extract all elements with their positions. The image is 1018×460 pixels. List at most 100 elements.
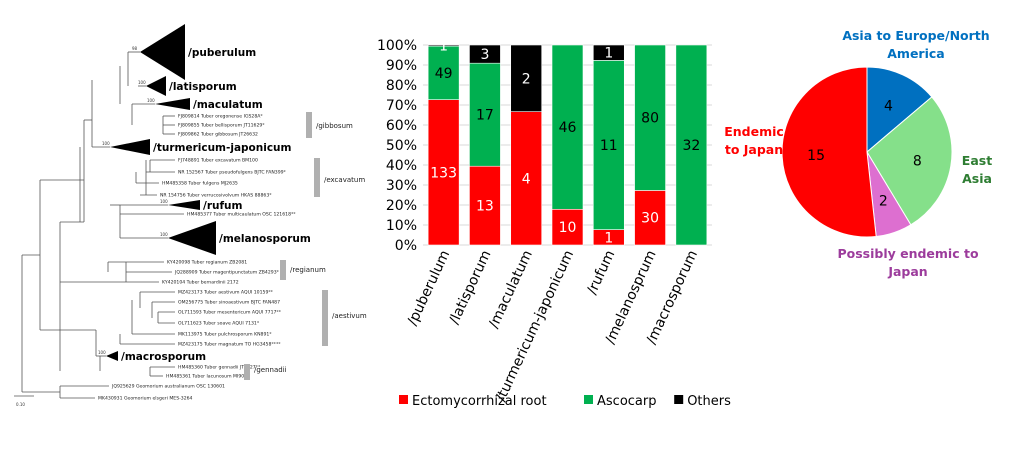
clade-label: /turmericum-japonicum <box>153 142 292 154</box>
pie-value-label: 15 <box>807 148 825 164</box>
pie-category-label: Endemic to Japan <box>724 124 784 157</box>
x-category-label: /rufum <box>584 248 618 297</box>
y-tick-label: 50% <box>386 138 417 154</box>
y-tick-label: 40% <box>386 158 417 174</box>
bar-data-label: 1 <box>439 39 448 55</box>
bar-segment <box>551 44 584 210</box>
bar-segment <box>634 190 666 246</box>
bar-data-label: 46 <box>559 120 577 136</box>
support-value: 98 <box>132 46 138 51</box>
group-label: /regianum <box>290 266 326 274</box>
y-tick-label: 0% <box>395 238 417 254</box>
clade-label: /macrosporum <box>121 351 206 363</box>
collapsed-clade-triangle <box>140 24 185 80</box>
collapsed-clade-triangle <box>106 351 118 361</box>
y-tick-label: 60% <box>386 118 417 134</box>
y-tick-label: 70% <box>386 98 417 114</box>
tree-leaf-label: MK430931 Geomorium elsgeri MES-3264 <box>98 396 193 402</box>
collapsed-clade-triangle <box>110 139 150 155</box>
tree-leaf-label: NR 154756 Tuber verrucosivolvum HKAS 888… <box>160 193 272 199</box>
group-label: /excavatum <box>324 176 365 184</box>
y-tick-label: 20% <box>386 198 417 214</box>
x-category-label: /latisporum <box>446 248 494 327</box>
legend-label: Ectomycorrhizal root <box>412 394 547 409</box>
clade-label: /maculatum <box>193 99 263 111</box>
tree-leaf-label: OM256775 Tuber sinoaestivum BJTC FAN487 <box>178 300 280 306</box>
group-bracket <box>322 290 328 346</box>
y-tick-label: 80% <box>386 78 417 94</box>
support-value: 100 <box>102 141 110 146</box>
group-label: /gibbosum <box>316 122 353 130</box>
bar-segment <box>551 208 584 246</box>
group-bracket <box>280 260 286 280</box>
pie-value-label: 4 <box>884 99 893 115</box>
tree-leaf-label: MK113975 Tuber pulchrosporum KN891* <box>178 332 272 338</box>
collapsed-clade-triangle <box>168 221 216 255</box>
support-value: 100 <box>98 350 106 355</box>
tree-leaf-label: HM485361 Tuber lacunosum MI904 <box>166 374 247 380</box>
tree-leaf-label: NR 152567 Tuber pseudofulgens BJTC FAN39… <box>178 170 287 176</box>
bar-data-label: 133 <box>430 165 457 181</box>
bar-data-label: 49 <box>435 66 453 82</box>
bar-data-label: 80 <box>641 111 659 127</box>
tree-leaf-label: OL711623 Tuber soave AQUI 7131* <box>178 321 260 327</box>
tree-leaf-label: HM485377 Tuber multicaulatum OSC 121618*… <box>187 212 296 218</box>
tree-leaf-label: FJ809814 Tuber oregonense IGS28A* <box>178 114 263 120</box>
bar-data-label: 32 <box>682 138 700 154</box>
clade-label: /rufum <box>203 200 243 212</box>
x-category-label: /maculatum <box>486 248 536 331</box>
y-tick-label: 100% <box>377 38 417 54</box>
pie-category-label: Asia to Europe/North America <box>842 28 989 61</box>
tree-leaf-label: FJ809855 Tuber bellisporum JT11629* <box>178 123 265 129</box>
tree-leaf-label: HM485358 Tuber fulgens MJ2635 <box>162 181 238 187</box>
pie-slice <box>866 66 933 154</box>
bar-segment <box>427 99 460 246</box>
bar-segment <box>592 44 625 61</box>
support-value: 100 <box>147 98 155 103</box>
bar-data-label: 1 <box>604 46 613 62</box>
bar-data-label: 2 <box>522 71 531 87</box>
group-label: /gennadii <box>254 366 287 374</box>
bar-segment <box>427 44 460 47</box>
bar-data-label: 1 <box>604 230 613 246</box>
pie-category-label: Possibly endemic to Japan <box>837 246 978 279</box>
bar-data-label: 3 <box>480 47 489 63</box>
bar-segment <box>634 44 666 191</box>
legend-swatch <box>674 395 684 404</box>
tree-leaf-label: OL711593 Tuber mesentericum AQUI 7717** <box>178 310 282 316</box>
pie-category-label: East Asia <box>962 153 992 186</box>
bar-data-label: 11 <box>600 138 618 154</box>
bar-segment <box>510 44 543 112</box>
pie-slice <box>781 66 877 238</box>
tree-leaf-label: FJ809862 Tuber gibbosum JT26632 <box>178 132 258 138</box>
bar-segment <box>427 45 460 100</box>
collapsed-clade-triangle <box>155 98 190 110</box>
y-tick-label: 30% <box>386 178 417 194</box>
legend-swatch <box>399 395 408 404</box>
clade-label: /puberulum <box>188 47 256 59</box>
support-value: 100 <box>160 199 168 204</box>
group-label: /aestivum <box>332 312 367 320</box>
bar-segment <box>469 44 501 64</box>
pie-slice <box>866 96 953 226</box>
legend-label: Others <box>687 394 731 409</box>
bar-data-label: 13 <box>476 199 494 215</box>
tree-leaf-label: MZ423173 Tuber aestivum AQUI 10159** <box>178 290 274 296</box>
bar-data-label: 10 <box>559 220 577 236</box>
tree-leaf-label: JQ288909 Tuber magentipunctatum ZB4293* <box>174 270 280 276</box>
y-tick-label: 90% <box>386 58 417 74</box>
x-category-label: /turmericum-japonicum <box>493 248 577 404</box>
tree-leaf-label: KY420104 Tuber bernardinii 2172 <box>162 280 239 286</box>
clade-label: /melanosporum <box>219 233 311 245</box>
scale-bar-label: 0.10 <box>16 402 25 407</box>
phylogenetic-tree: /puberulum 98/latisporum 100/maculatum 100 F… <box>14 24 367 407</box>
group-bracket <box>306 112 312 138</box>
stacked-bar-chart: 0%10%20%30%40%50%60%70%80%90%100%133491/… <box>377 38 731 409</box>
collapsed-clade-triangle <box>146 76 166 96</box>
clade-label: /latisporum <box>169 81 237 93</box>
legend-swatch <box>584 395 593 404</box>
tree-leaf-label: JQ925629 Geomorium australianum OSC 1306… <box>111 384 225 390</box>
tree-leaf-label: FJ748891 Tuber excavatum BM100 <box>178 158 258 164</box>
y-tick-label: 10% <box>386 218 417 234</box>
